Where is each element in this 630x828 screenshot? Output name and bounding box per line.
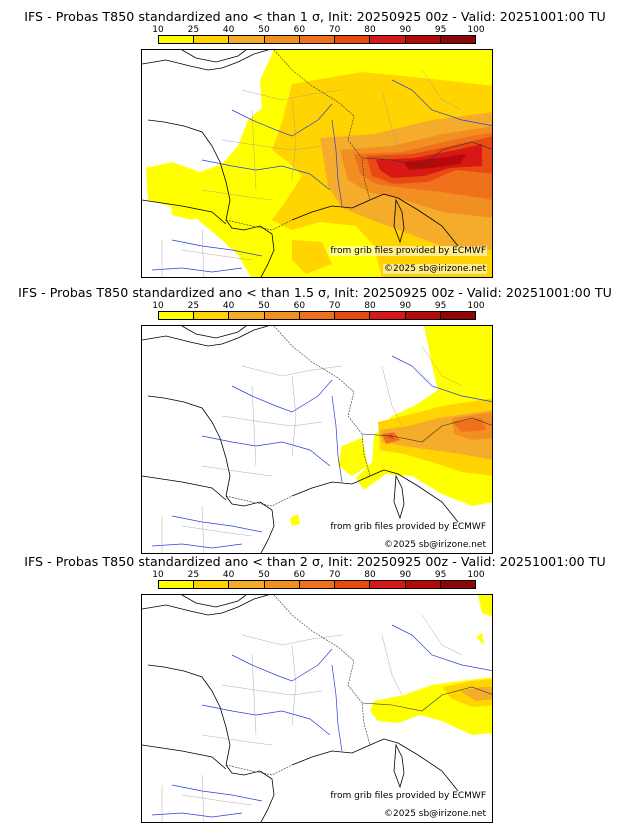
probability-contour <box>338 438 368 476</box>
borders-and-rivers <box>142 326 492 553</box>
color-scale <box>158 35 476 44</box>
legend-swatch <box>229 312 265 319</box>
legend-tick-label: 50 <box>258 301 270 311</box>
color-scale <box>158 580 476 589</box>
legend-tick-label: 95 <box>434 570 447 580</box>
legend-ticks: 10 25 40 50 60 70 80 90 95 100 <box>152 570 484 580</box>
legend-tick-label: 60 <box>293 570 306 580</box>
legend-ticks: 10 25 40 50 60 70 80 90 95 100 <box>152 301 484 311</box>
legend-tick-label: 100 <box>467 25 485 35</box>
map-panel-2: IFS - Probas T850 standardized ano < tha… <box>0 276 630 554</box>
legend-tick-label: 90 <box>399 25 412 35</box>
legend-tick-label: 80 <box>364 301 376 311</box>
legend-swatch <box>229 36 265 43</box>
probability-map: from grib files provided by ECMWF ©2025 … <box>141 49 493 278</box>
copyright-credit: ©2025 sb@irizone.net <box>383 809 487 819</box>
borders-and-rivers <box>142 595 492 822</box>
legend-tick-label: 25 <box>187 25 200 35</box>
legend-tick-label: 80 <box>364 570 376 580</box>
probability-contour <box>404 154 466 170</box>
legend-swatch <box>370 36 406 43</box>
legend-tick-label: 60 <box>293 25 306 35</box>
legend-swatch <box>159 312 195 319</box>
legend-tick-label: 40 <box>222 570 235 580</box>
legend-tick-label: 80 <box>364 25 376 35</box>
probability-contour <box>478 595 492 617</box>
probability-field <box>290 326 492 526</box>
legend-swatch <box>299 312 336 319</box>
probability-map: from grib files provided by ECMWF ©2025 … <box>141 325 493 554</box>
legend-swatch <box>264 581 300 588</box>
legend-swatch <box>159 581 195 588</box>
map-canvas <box>142 50 492 277</box>
legend-swatch <box>370 312 406 319</box>
legend-tick-label: 50 <box>258 570 270 580</box>
probability-contour <box>460 687 492 701</box>
legend-tick-label: 40 <box>222 301 235 311</box>
legend-tick-label: 95 <box>434 25 447 35</box>
legend-swatch <box>299 581 336 588</box>
legend-swatch <box>440 36 475 43</box>
legend-tick-label: 90 <box>399 301 412 311</box>
data-source-credit: from grib files provided by ECMWF <box>329 791 487 801</box>
legend-swatch <box>405 36 441 43</box>
copyright-credit: ©2025 sb@irizone.net <box>383 264 487 274</box>
legend-swatch <box>405 312 441 319</box>
legend-swatch <box>335 581 371 588</box>
legend-tick-label: 25 <box>187 570 200 580</box>
legend-tick-label: 50 <box>258 25 270 35</box>
copyright-credit: ©2025 sb@irizone.net <box>383 540 487 550</box>
panel-title: IFS - Probas T850 standardized ano < tha… <box>24 554 606 569</box>
legend-swatch <box>335 312 371 319</box>
legend-swatch <box>194 312 230 319</box>
map-panel-3: IFS - Probas T850 standardized ano < tha… <box>0 545 630 823</box>
legend-tick-label: 95 <box>434 301 447 311</box>
legend-tick-label: 70 <box>328 25 341 35</box>
legend-swatch <box>370 581 406 588</box>
map-panel-1: IFS - Probas T850 standardized ano < tha… <box>0 0 630 278</box>
legend-swatch <box>335 36 371 43</box>
color-scale <box>158 311 476 320</box>
legend-swatch <box>194 36 230 43</box>
probability-contour <box>476 633 484 645</box>
probability-contour <box>452 418 486 432</box>
legend-tick-label: 90 <box>399 570 412 580</box>
panel-title: IFS - Probas T850 standardized ano < tha… <box>24 9 606 24</box>
probability-contour <box>170 198 212 220</box>
legend-swatch <box>299 36 336 43</box>
legend-ticks: 10 25 40 50 60 70 80 90 95 100 <box>152 25 484 35</box>
legend-swatch <box>405 581 441 588</box>
legend-tick-label: 100 <box>467 570 485 580</box>
legend-swatch <box>194 581 230 588</box>
legend-tick-label: 60 <box>293 301 306 311</box>
map-canvas <box>142 326 492 553</box>
legend-tick-label: 10 <box>152 570 164 580</box>
probability-field <box>146 50 492 277</box>
panel-title: IFS - Probas T850 standardized ano < tha… <box>18 285 612 300</box>
legend-tick-label: 10 <box>152 25 164 35</box>
probability-field <box>370 595 492 735</box>
legend-swatch <box>440 312 475 319</box>
legend-swatch <box>159 36 195 43</box>
probability-map: from grib files provided by ECMWF ©2025 … <box>141 594 493 823</box>
data-source-credit: from grib files provided by ECMWF <box>329 246 487 256</box>
legend-swatch <box>264 36 300 43</box>
probability-contour <box>292 240 332 274</box>
legend-tick-label: 10 <box>152 301 164 311</box>
legend-tick-label: 100 <box>467 301 485 311</box>
borders-and-rivers <box>142 50 492 277</box>
legend-tick-label: 70 <box>328 301 341 311</box>
legend-tick-label: 40 <box>222 25 235 35</box>
legend-swatch <box>229 581 265 588</box>
probability-contour <box>290 514 300 526</box>
legend-swatch <box>440 581 475 588</box>
legend-swatch <box>264 312 300 319</box>
data-source-credit: from grib files provided by ECMWF <box>329 522 487 532</box>
legend-tick-label: 25 <box>187 301 200 311</box>
map-canvas <box>142 595 492 822</box>
legend-tick-label: 70 <box>328 570 341 580</box>
